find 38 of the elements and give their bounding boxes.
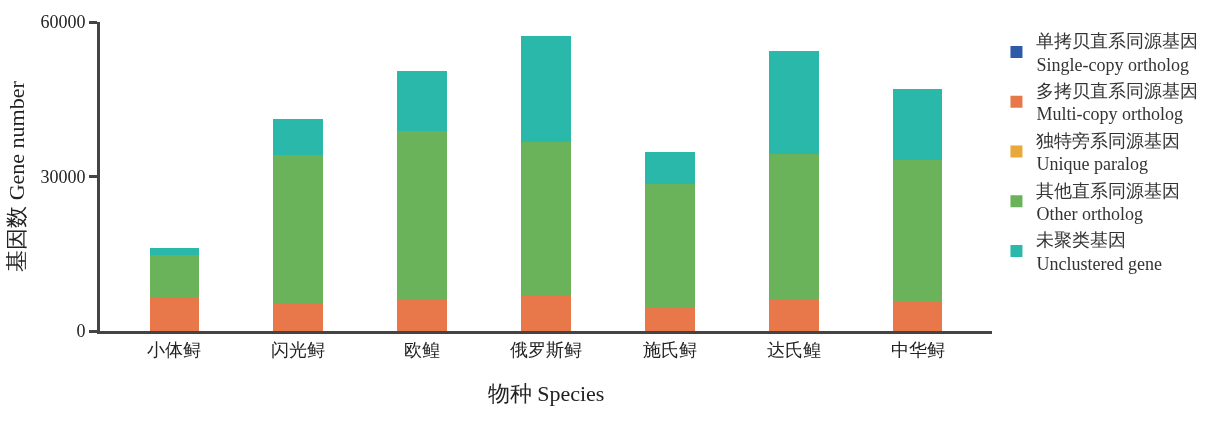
legend-label: 单拷贝直系同源基因 Single-copy ortholog xyxy=(1036,31,1199,75)
legend-label: 多拷贝直系同源基因 Multi-copy ortholog xyxy=(1036,81,1199,125)
bar xyxy=(397,298,447,331)
bar xyxy=(645,184,695,309)
bar xyxy=(273,303,323,331)
bar xyxy=(892,89,943,161)
x-axis-title: 物种 Species xyxy=(487,381,605,407)
x-tick-label: 施氏鲟 xyxy=(642,339,697,360)
x-tick-label: 小体鲟 xyxy=(147,339,202,360)
bar xyxy=(273,155,323,304)
bar xyxy=(397,130,447,299)
bar xyxy=(273,118,323,156)
bar xyxy=(521,36,571,142)
y-tick-label: 0 xyxy=(76,321,86,342)
legend-label: 其他直系同源基因 Other ortholog xyxy=(1036,180,1181,225)
y-tick-label: 30000 xyxy=(40,166,86,187)
bar xyxy=(521,142,571,296)
bar xyxy=(521,295,571,331)
x-tick-label: 闪光鲟 xyxy=(271,339,326,360)
bar xyxy=(769,51,819,154)
bar xyxy=(149,297,200,331)
bar xyxy=(645,308,695,331)
bar xyxy=(769,298,819,331)
x-tick-label: 俄罗斯鲟 xyxy=(510,339,582,360)
legend-label: 未聚类基因 Unclustered gene xyxy=(1036,230,1162,274)
y-axis-title: 基因数 Gene number xyxy=(4,80,30,272)
bar xyxy=(892,160,943,302)
x-tick-label: 中华鲟 xyxy=(890,339,945,360)
bar xyxy=(645,151,695,185)
bar xyxy=(149,254,200,298)
legend-label: 独特旁系同源基因 Unique paralog xyxy=(1036,130,1181,175)
bar xyxy=(149,248,200,255)
x-tick-label: 欧鳇 xyxy=(404,339,441,360)
bar xyxy=(397,70,447,131)
bar xyxy=(892,301,943,331)
x-tick-label: 达氏鳇 xyxy=(766,339,821,360)
y-tick-label: 60000 xyxy=(40,12,86,33)
bar xyxy=(769,153,819,299)
